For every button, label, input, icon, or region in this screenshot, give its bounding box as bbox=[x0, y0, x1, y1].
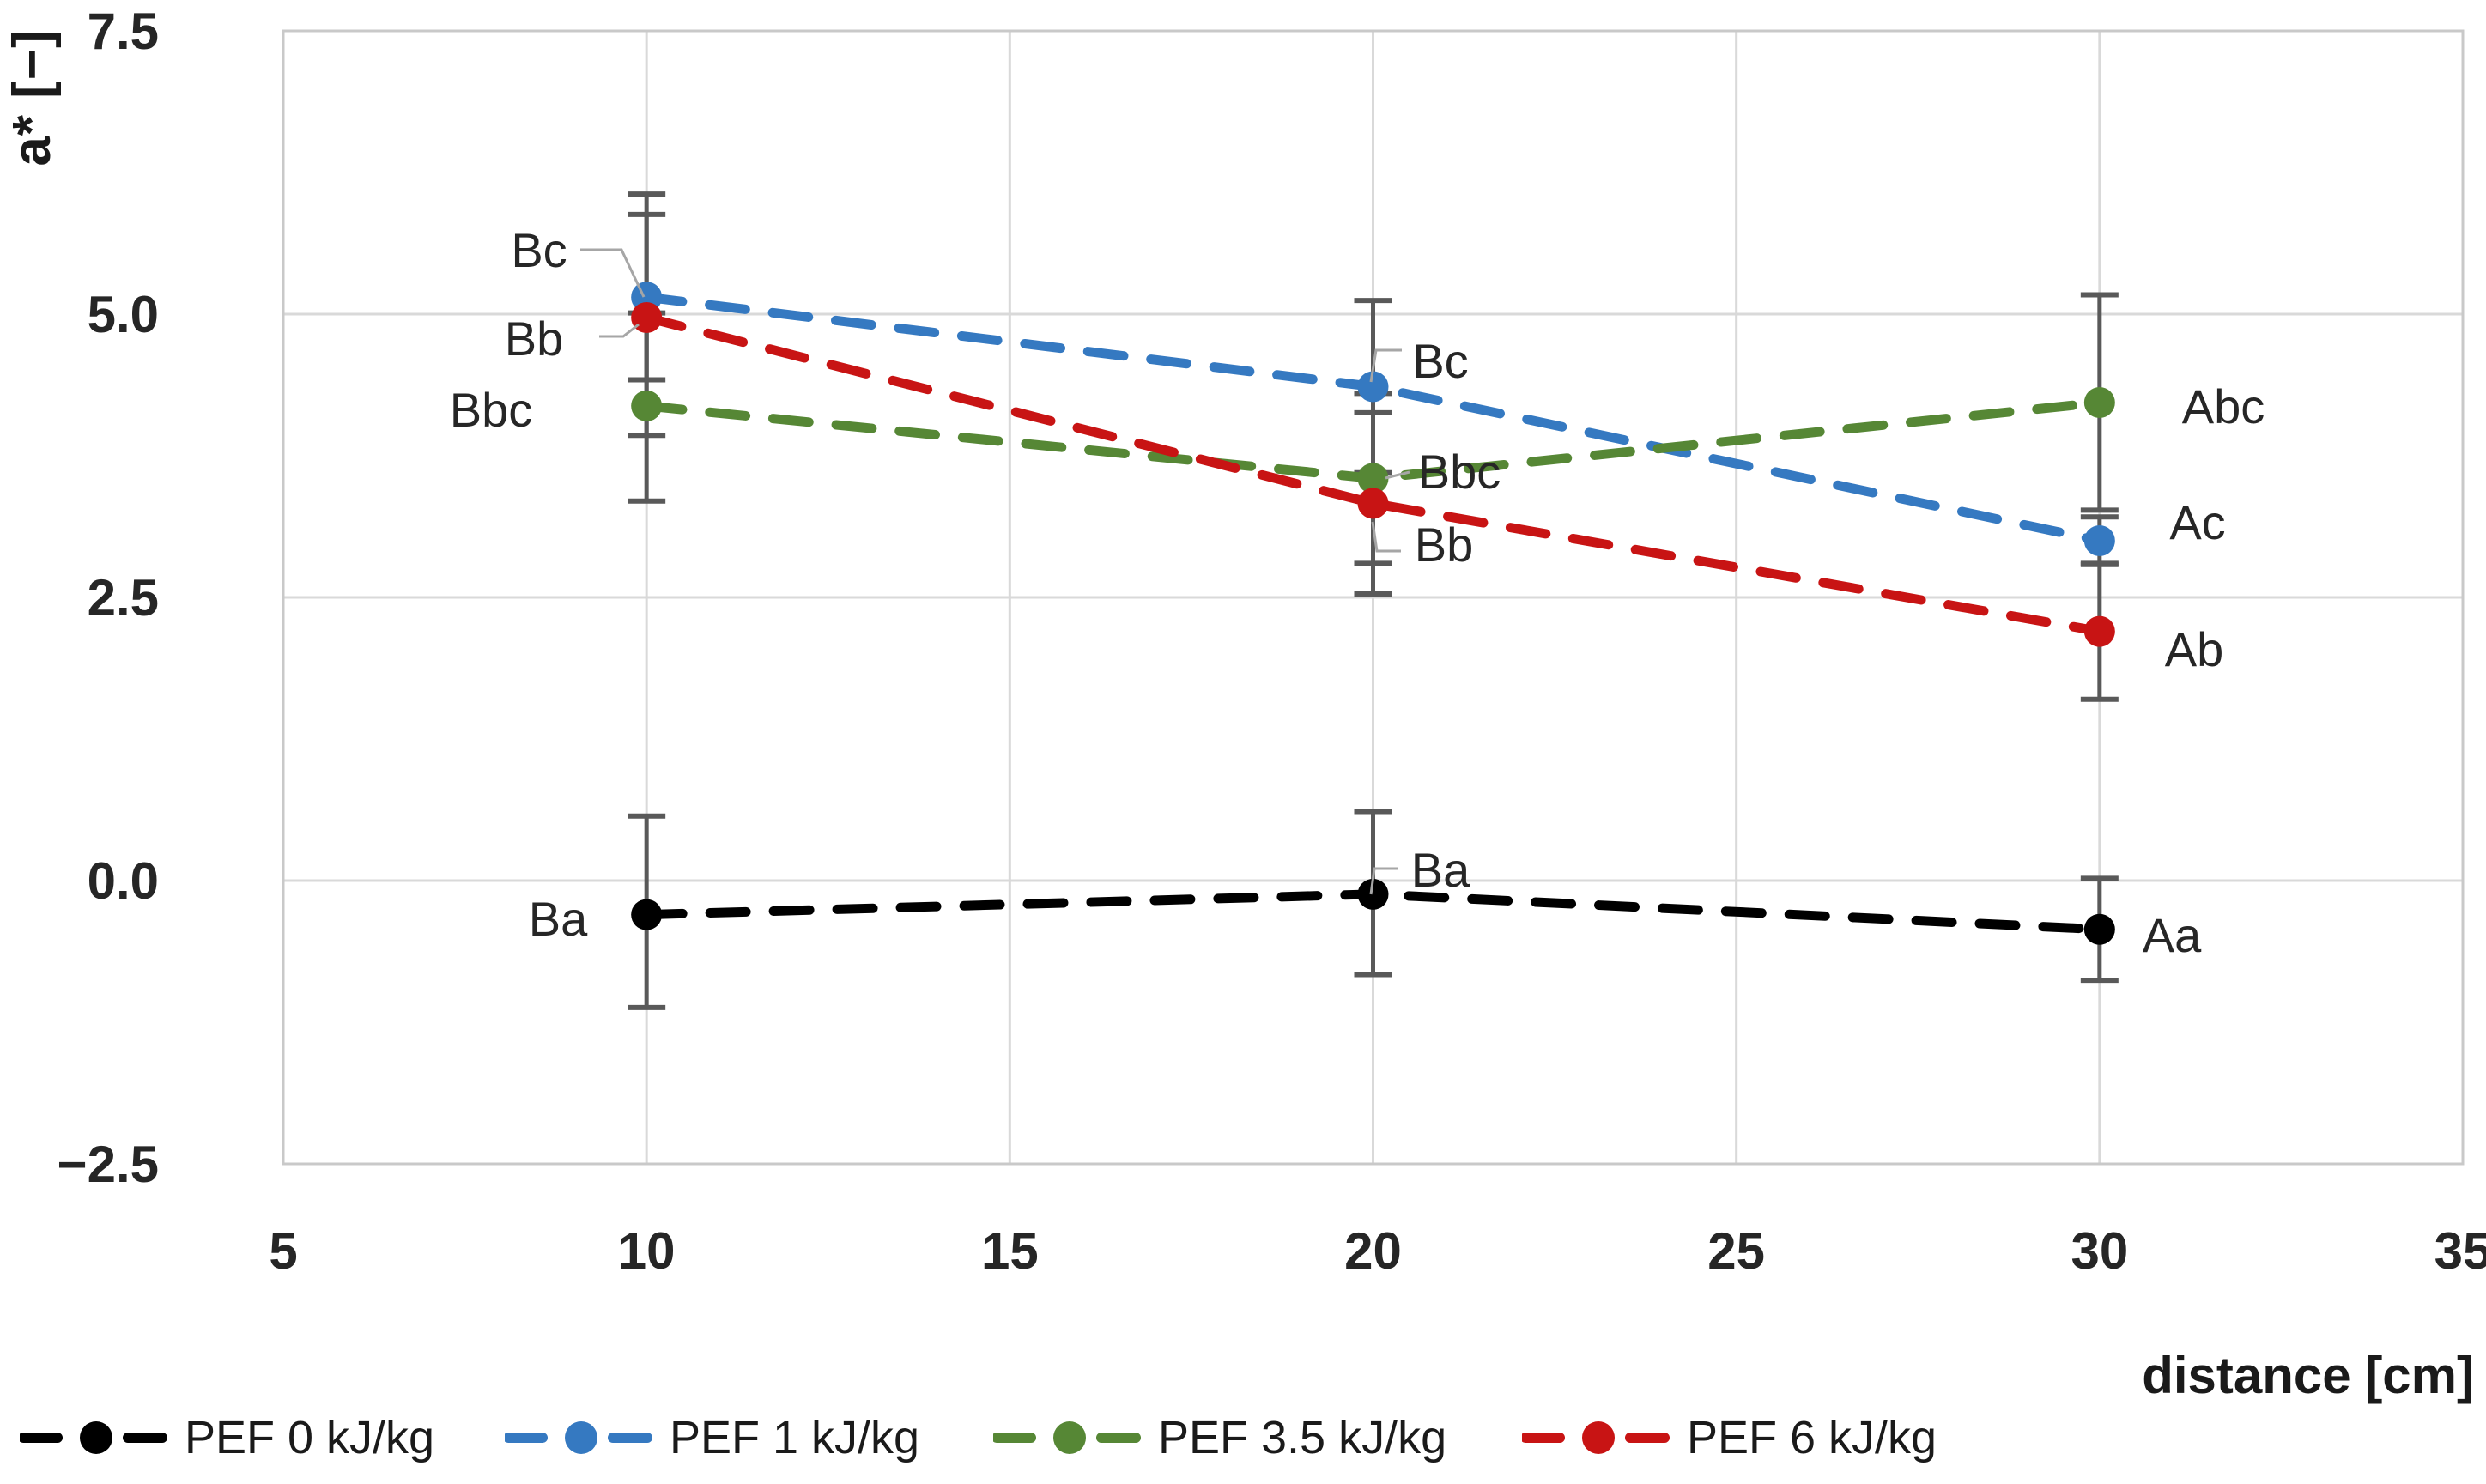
legend-item[interactable]: PEF 0 kJ/kg bbox=[20, 1401, 434, 1475]
legend-marker-icon bbox=[993, 1421, 1146, 1454]
legend-label: PEF 6 kJ/kg bbox=[1687, 1412, 1937, 1463]
data-point-marker bbox=[2083, 615, 2115, 647]
data-point-marker bbox=[2083, 386, 2115, 418]
data-point-label: Ba bbox=[1411, 843, 1470, 897]
data-point-label: Bc bbox=[1412, 334, 1468, 388]
data-point-label: Bb bbox=[1415, 518, 1474, 572]
label-leader-line bbox=[1369, 348, 1402, 383]
data-point-marker bbox=[631, 899, 663, 930]
legend-label: PEF 0 kJ/kg bbox=[185, 1412, 435, 1463]
data-point-label: Ab bbox=[2165, 622, 2224, 676]
data-point-marker bbox=[631, 390, 663, 421]
data-point-marker bbox=[1357, 371, 1389, 403]
label-leader-line bbox=[1369, 867, 1398, 895]
data-point-label: Bc bbox=[511, 223, 567, 277]
label-leader-line bbox=[580, 248, 646, 298]
legend: PEF 0 kJ/kg PEF 1 kJ/kg PEF 3.5 kJ/kg PEF 6… bbox=[0, 1401, 2486, 1475]
x-tick-label: 10 bbox=[618, 1222, 676, 1280]
data-point-label: Abc bbox=[2182, 379, 2265, 433]
x-tick-label: 15 bbox=[981, 1222, 1039, 1280]
x-tick-label: 30 bbox=[2071, 1222, 2128, 1280]
x-tick-label: 35 bbox=[2434, 1222, 2486, 1280]
data-point-marker bbox=[1357, 878, 1389, 910]
y-tick-label: 0.0 bbox=[88, 852, 159, 910]
plot-border bbox=[282, 29, 2465, 1166]
data-point-marker bbox=[1357, 463, 1389, 494]
y-tick-label: 2.5 bbox=[88, 569, 159, 627]
data-point-label: Bbc bbox=[1418, 445, 1501, 499]
series-line bbox=[641, 312, 2105, 637]
label-leader-line bbox=[1385, 470, 1410, 480]
x-tick-label: 5 bbox=[269, 1222, 297, 1280]
data-point-label: Bb bbox=[505, 312, 564, 366]
legend-label: PEF 3.5 kJ/kg bbox=[1158, 1412, 1447, 1463]
x-tick-label: 20 bbox=[1344, 1222, 1402, 1280]
data-point-label: Aa bbox=[2143, 908, 2202, 962]
legend-item[interactable]: PEF 1 kJ/kg bbox=[505, 1401, 919, 1475]
data-point-marker bbox=[2083, 525, 2115, 556]
data-point-marker bbox=[1357, 488, 1389, 519]
legend-item[interactable]: PEF 3.5 kJ/kg bbox=[993, 1401, 1446, 1475]
legend-marker-icon bbox=[505, 1421, 658, 1454]
y-tick-label: 5.0 bbox=[88, 286, 159, 343]
data-point-label: Ac bbox=[2169, 495, 2225, 549]
y-tick-label: −2.5 bbox=[58, 1136, 159, 1193]
legend-label: PEF 1 kJ/kg bbox=[670, 1412, 920, 1463]
y-tick-label: 7.5 bbox=[88, 3, 159, 60]
label-leader-line bbox=[599, 323, 640, 338]
legend-marker-icon bbox=[20, 1421, 173, 1454]
y-axis-title: a* [−] bbox=[3, 29, 62, 167]
x-axis-title: distance [cm] bbox=[2142, 1347, 2474, 1404]
x-tick-label: 25 bbox=[1707, 1222, 1765, 1280]
legend-item[interactable]: PEF 6 kJ/kg bbox=[1522, 1401, 1937, 1475]
data-point-label: Bbc bbox=[450, 383, 533, 437]
legend-marker-icon bbox=[1522, 1421, 1675, 1454]
data-point-label: Ba bbox=[529, 892, 588, 946]
label-leader-line bbox=[1371, 521, 1401, 553]
data-point-marker bbox=[2083, 913, 2115, 945]
